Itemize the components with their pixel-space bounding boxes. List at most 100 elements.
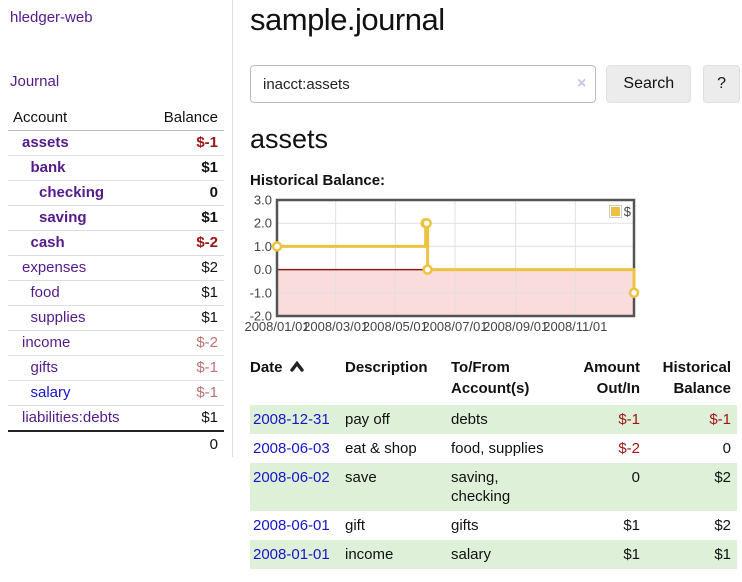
register-header-tofrom: To/From Account(s)	[451, 359, 530, 397]
account-link[interactable]: assets	[22, 134, 69, 151]
account-link[interactable]: salary	[30, 384, 71, 401]
accounts-header-balance: Balance	[148, 106, 224, 131]
transaction-row: 2008-06-02 save saving, checking 0 $2	[250, 463, 737, 511]
svg-text:2008/05/01: 2008/05/01	[363, 319, 428, 334]
svg-text:2008/07/01: 2008/07/01	[422, 319, 487, 334]
page-title: sample.journal	[250, 2, 445, 37]
account-balance: $-1	[196, 359, 218, 376]
account-link[interactable]: checking	[39, 184, 105, 201]
account-row: gifts $-1	[8, 356, 224, 381]
register-header-date[interactable]: Date	[250, 357, 345, 405]
transaction-description: pay off	[345, 411, 390, 428]
account-link[interactable]: supplies	[30, 309, 86, 326]
transaction-date-link[interactable]: 2008-06-02	[253, 469, 330, 486]
clear-search-icon[interactable]: ×	[577, 75, 587, 92]
transaction-accounts: debts	[451, 411, 488, 428]
historical-balance-chart: 3.0 2.0 1.0 0.0 -1.0 -2.0 2008/01/01 2008/03/01…	[244, 193, 640, 338]
register-table: Date Description To/From Account(s) Amou…	[250, 357, 737, 569]
transaction-accounts: gifts	[451, 517, 479, 534]
account-balance: $-2	[196, 334, 218, 351]
app-title-link[interactable]: hledger-web	[10, 9, 93, 26]
transaction-row: 2008-12-31 pay off debts $-1 $-1	[250, 405, 737, 434]
transaction-date-link[interactable]: 2008-06-03	[253, 440, 330, 457]
svg-text:2008/09/01: 2008/09/01	[483, 319, 548, 334]
account-link[interactable]: cash	[30, 234, 65, 251]
account-balance: $1	[201, 159, 218, 176]
svg-text:1.0: 1.0	[254, 239, 272, 254]
sidebar-item-journal[interactable]: Journal	[10, 73, 60, 90]
svg-text:2.0: 2.0	[254, 216, 272, 231]
svg-text:2008/03/01: 2008/03/01	[303, 319, 368, 334]
transaction-description: gift	[345, 517, 366, 534]
register-header-description: Description	[345, 359, 428, 376]
account-balance: $1	[201, 209, 218, 226]
transaction-accounts: salary	[451, 546, 492, 563]
legend-label: $	[623, 204, 631, 219]
search-input[interactable]	[250, 65, 597, 103]
transaction-date-link[interactable]: 2008-06-01	[253, 517, 330, 534]
accounts-header-account: Account	[8, 106, 149, 131]
transaction-description: eat & shop	[345, 440, 417, 457]
transaction-row: 2008-06-03 eat & shop food, supplies $-2…	[250, 434, 737, 463]
account-row: salary $-1	[8, 381, 224, 406]
svg-text:-2.0: -2.0	[250, 309, 272, 324]
svg-text:2008/01/01: 2008/01/01	[244, 319, 309, 334]
account-row: checking 0	[8, 181, 224, 206]
account-link[interactable]: expenses	[22, 259, 87, 276]
transaction-accounts: saving, checking	[451, 469, 511, 505]
accounts-table: Account Balance assets $-1 bank $1 check…	[8, 106, 224, 457]
chart-canvas: 3.0 2.0 1.0 0.0 -1.0 -2.02008/01/012008/03/01…	[244, 193, 640, 334]
chart-title: Historical Balance:	[250, 172, 386, 189]
account-row: liabilities:debts $1	[8, 406, 224, 431]
account-balance: $-1	[196, 384, 218, 401]
svg-text:2008/11/01: 2008/11/01	[543, 319, 607, 334]
transaction-amount: 0	[631, 469, 640, 486]
transaction-description: income	[345, 546, 394, 563]
sidebar: hledger-web Journal Account Balance asse…	[0, 0, 233, 457]
account-balance: $1	[201, 284, 218, 301]
account-link[interactable]: liabilities:debts	[22, 409, 120, 426]
account-row: expenses $2	[8, 256, 224, 281]
account-balance: $2	[201, 259, 218, 276]
transaction-balance: $1	[714, 546, 731, 563]
account-row: assets $-1	[8, 131, 224, 156]
svg-text:3.0: 3.0	[254, 193, 272, 208]
accounts-total-value: 0	[148, 430, 224, 457]
svg-text:0.0: 0.0	[254, 262, 272, 277]
account-link[interactable]: saving	[39, 209, 87, 226]
account-link[interactable]: income	[22, 334, 71, 351]
transaction-date-link[interactable]: 2008-01-01	[253, 546, 330, 563]
transaction-description: save	[345, 469, 377, 486]
account-link[interactable]: gifts	[30, 359, 59, 376]
transaction-balance: $2	[714, 469, 731, 486]
search-help-button[interactable]: ?	[703, 65, 740, 103]
chart-legend: $	[608, 204, 631, 219]
account-row: food $1	[8, 281, 224, 306]
account-row: saving $1	[8, 206, 224, 231]
account-row: income $-2	[8, 331, 224, 356]
account-balance: $-2	[196, 234, 218, 251]
accounts-total-row: 0	[8, 430, 224, 457]
register-header-balance: Historical Balance	[662, 359, 731, 397]
transaction-row: 2008-01-01 income salary $1 $1	[250, 540, 737, 569]
account-row: supplies $1	[8, 306, 224, 331]
account-link[interactable]: food	[30, 284, 60, 301]
account-row: cash $-2	[8, 231, 224, 256]
transaction-amount: $-1	[618, 411, 640, 428]
account-balance: 0	[209, 184, 218, 201]
transaction-balance: $2	[714, 517, 731, 534]
transaction-amount: $1	[623, 546, 640, 563]
transaction-balance: $-1	[709, 411, 731, 428]
transaction-balance: 0	[722, 440, 731, 457]
transaction-row: 2008-06-01 gift gifts $1 $2	[250, 511, 737, 540]
svg-text:-1.0: -1.0	[250, 285, 272, 300]
account-balance: $-1	[196, 134, 218, 151]
transaction-accounts: food, supplies	[451, 440, 544, 457]
transaction-date-link[interactable]: 2008-12-31	[253, 411, 330, 428]
transaction-amount: $1	[623, 517, 640, 534]
register-header-amount: Amount Out/In	[583, 359, 640, 397]
account-balance: $1	[201, 409, 218, 426]
main-content: sample.journal × Search ? assets Histori…	[244, 0, 740, 569]
search-button[interactable]: Search	[606, 65, 692, 103]
account-link[interactable]: bank	[30, 159, 66, 176]
